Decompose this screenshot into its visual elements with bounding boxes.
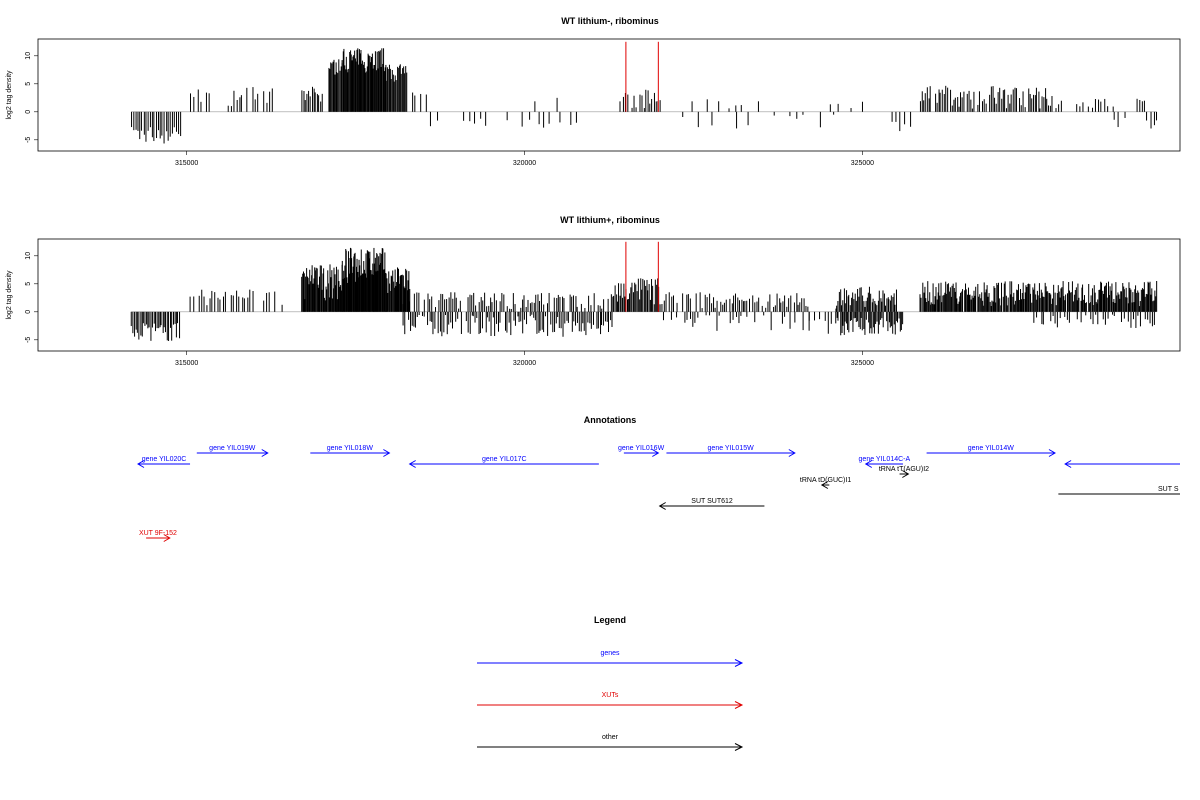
x-tick-label: 315000: [175, 360, 198, 367]
plot-frame: [37, 38, 1181, 152]
x-tick-label: 325000: [851, 360, 874, 367]
y-tick-label: 0: [25, 110, 32, 114]
legend-item: XUTs: [477, 692, 744, 709]
feature-xut: XUT 9F-152: [139, 530, 177, 542]
feature-label: gene YIL018W: [327, 445, 374, 452]
highlight-bars: [625, 41, 659, 112]
y-tick-label: 10: [25, 52, 32, 60]
legend-arrow-head: [734, 743, 744, 751]
feature-list: gene YIL020C gene YIL019W gene YIL018W gene…: [137, 445, 1180, 542]
feature-gene: gene YIL015W: [666, 445, 796, 457]
y-axis: -5 0 5 10: [25, 252, 38, 343]
arrow-head: [652, 449, 660, 457]
y-tick-label: 0: [25, 310, 32, 314]
feature-label: gene YIL019W: [209, 445, 256, 452]
y-axis-label: log2 tag density: [6, 70, 13, 120]
feature-label: gene YIL017C: [482, 456, 527, 463]
x-tick-label: 315000: [175, 160, 198, 167]
feature-other: SUT SUT612: [658, 498, 765, 510]
y-tick-label: 10: [25, 252, 32, 260]
legend-item: other: [477, 734, 744, 751]
annotations-title: Annotations: [584, 415, 637, 425]
feature-label: SUT S: [1158, 486, 1179, 493]
arrow-head: [1064, 460, 1072, 468]
panel-title: WT lithium+, ribominus: [560, 215, 660, 225]
feature-gene: gene YIL020C: [137, 456, 191, 468]
coverage-bars: [130, 247, 1158, 341]
feature-gene: gene YIL016W: [618, 445, 665, 457]
arrow-head: [261, 449, 269, 457]
y-tick-label: -5: [25, 137, 32, 143]
x-tick-label: 320000: [513, 360, 536, 367]
legend-arrow-head: [734, 659, 744, 667]
legend-item: genes: [477, 650, 744, 667]
x-tick-label: 325000: [851, 160, 874, 167]
feature-gene: gene YIL014W: [926, 445, 1056, 457]
feature-gene: gene YIL018W: [310, 445, 391, 457]
arrow-head: [163, 534, 171, 542]
coverage-panel-lithium-plus: WT lithium+, ribominus log2 tag density …: [6, 215, 1181, 367]
coverage-panel-lithium-minus: WT lithium-, ribominus log2 tag density …: [6, 16, 1181, 167]
plot-frame: [37, 238, 1181, 352]
x-tick-label: 320000: [513, 160, 536, 167]
panel-title: WT lithium-, ribominus: [561, 16, 659, 26]
arrow-head: [788, 449, 796, 457]
arrow-head: [820, 481, 829, 489]
coverage-bars: [131, 48, 1158, 144]
arrow-head: [902, 470, 910, 478]
feature-label: tRNA tT(AGU)I2: [879, 466, 929, 473]
feature-label: XUT 9F-152: [139, 530, 177, 537]
feature-label: SUT SUT612: [691, 498, 733, 505]
x-axis: 315000 320000 325000: [175, 151, 874, 167]
legend-items: genes XUTs other: [477, 650, 744, 751]
x-axis: 315000 320000 325000: [175, 351, 874, 367]
feature-label: gene YIL014C-A: [859, 456, 911, 463]
arrow-head: [1048, 449, 1056, 457]
highlight-bars: [625, 241, 659, 312]
legend: Legend genes XUTs other: [477, 615, 744, 751]
feature-label: gene YIL014W: [968, 445, 1015, 452]
arrow-head: [383, 449, 391, 457]
y-tick-label: -5: [25, 337, 32, 343]
feature-label: gene YIL015W: [708, 445, 755, 452]
feature-gene: gene YIL014C-A: [859, 456, 911, 468]
arrow-head: [658, 502, 666, 510]
feature-gene: gene YIL019W: [196, 445, 269, 457]
feature-label: gene YIL020C: [142, 456, 187, 463]
feature-gene: [1064, 460, 1180, 468]
feature-label: tRNA tD(GUC)I1: [800, 477, 851, 484]
y-tick-label: 5: [25, 82, 32, 86]
feature-label: gene YIL016W: [618, 445, 665, 452]
feature-other: tRNA tT(AGU)I2: [879, 466, 929, 478]
feature-gene: gene YIL017C: [408, 456, 599, 468]
legend-label: XUTs: [602, 692, 619, 699]
legend-label: other: [602, 734, 619, 741]
feature-other: tRNA tD(GUC)I1: [800, 477, 851, 489]
arrow-head: [864, 460, 873, 468]
arrow-head: [408, 460, 416, 468]
legend-label: genes: [600, 650, 620, 657]
y-axis: -5 0 5 10: [25, 52, 38, 143]
legend-title: Legend: [594, 615, 626, 625]
arrow-head: [137, 460, 145, 468]
feature-other: SUT S: [1058, 486, 1180, 495]
legend-arrow-head: [734, 701, 744, 709]
y-tick-label: 5: [25, 282, 32, 286]
y-axis-label: log2 tag density: [6, 270, 13, 320]
